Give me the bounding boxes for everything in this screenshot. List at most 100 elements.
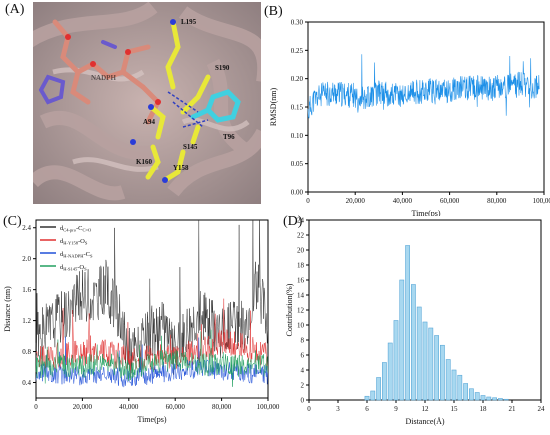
legend-entry: dH-S145-OS bbox=[60, 264, 87, 272]
histogram-bar bbox=[428, 327, 434, 401]
y-tick-label: 0.00 bbox=[291, 189, 304, 197]
plot-frame bbox=[307, 21, 545, 193]
histogram-bar bbox=[364, 395, 370, 401]
histogram-bar bbox=[387, 342, 393, 401]
cofactor-label: NADPH bbox=[91, 74, 116, 82]
y-tick-label: 8 bbox=[301, 337, 305, 345]
x-tick-label: 21 bbox=[509, 405, 517, 413]
x-tick-label: 6 bbox=[365, 405, 369, 413]
histogram-bar bbox=[370, 390, 376, 401]
y-tick-label: 18 bbox=[297, 262, 305, 270]
y-tick-label: 20 bbox=[297, 247, 305, 255]
legend-entry: dC4-pro-CC=O bbox=[60, 225, 92, 233]
x-tick-label: 0 bbox=[307, 405, 311, 413]
histogram-bar bbox=[405, 245, 410, 401]
y-tick-label: 0.20 bbox=[291, 75, 304, 83]
plot-frame bbox=[35, 219, 269, 399]
residue-label: A94 bbox=[143, 118, 156, 126]
y-tick-label: 16 bbox=[297, 277, 305, 285]
residue-label: K160 bbox=[136, 158, 152, 166]
residue-label: S145 bbox=[183, 143, 198, 151]
y-tick-label: 14 bbox=[297, 292, 305, 300]
histogram-bar bbox=[422, 321, 428, 401]
y-tick-label: 24 bbox=[297, 217, 305, 225]
y-axis-label: Contribution(%) bbox=[285, 283, 294, 336]
panel-label-d: (D) bbox=[283, 214, 303, 229]
y-tick-label: 6 bbox=[301, 352, 305, 360]
x-tick-label: 20,000 bbox=[73, 403, 93, 411]
y-tick-label: 0.30 bbox=[291, 19, 304, 27]
x-axis-label: Distance(Å) bbox=[405, 417, 444, 426]
x-tick-label: 60,000 bbox=[166, 403, 186, 411]
distance-chart: 0 20,000 40,000 60,000 80,000 100,000 0.4 0.8 1.… bbox=[3, 219, 280, 424]
x-tick-label: 60,000 bbox=[440, 197, 460, 205]
y-tick-label: 0.10 bbox=[291, 132, 304, 140]
y-tick-label: 0.4 bbox=[22, 379, 31, 387]
histogram-bar bbox=[445, 359, 451, 401]
residue-label: L195 bbox=[181, 18, 197, 26]
x-tick-label: 40,000 bbox=[393, 197, 413, 205]
histogram-bar bbox=[382, 362, 387, 401]
histogram-bar bbox=[376, 377, 381, 401]
histogram-bar bbox=[440, 344, 445, 401]
y-tick-label: 1.6 bbox=[22, 286, 31, 294]
y-tick-label: 0.05 bbox=[291, 160, 304, 168]
rmsd-chart: 0 20,000 40,000 60,000 80,000 100,000 0.00 0.05… bbox=[269, 19, 550, 217]
contribution-histogram: 0 3 6 9 12 15 18 21 24024681012141618202224Dista… bbox=[285, 217, 546, 427]
histogram-bar bbox=[486, 396, 492, 401]
distance-series-line bbox=[35, 329, 268, 387]
y-tick-label: 0.15 bbox=[291, 104, 304, 112]
histogram-bar bbox=[480, 395, 486, 401]
histogram-bar bbox=[457, 374, 463, 401]
histogram-bar bbox=[416, 306, 422, 401]
legend: dC4-pro-CC=O dH-Y158-OS dH-NADPH-CS dH-S145… bbox=[40, 225, 93, 272]
y-tick-label: 4 bbox=[301, 367, 305, 375]
y-tick-label: 2.0 bbox=[22, 255, 31, 263]
histogram-bar bbox=[411, 284, 416, 401]
panel-label-c: (C) bbox=[3, 214, 22, 229]
y-axis-label: Distance (nm) bbox=[3, 286, 12, 332]
x-tick-label: 3 bbox=[336, 405, 340, 413]
histogram-bar bbox=[498, 398, 503, 401]
panel-label-a: (A) bbox=[5, 2, 25, 17]
y-tick-label: 22 bbox=[297, 232, 305, 240]
x-tick-label: 9 bbox=[394, 405, 398, 413]
residue-label: T96 bbox=[223, 133, 235, 141]
y-tick-label: 2 bbox=[301, 382, 305, 390]
x-tick-label: 18 bbox=[480, 405, 488, 413]
x-tick-label: 100,000 bbox=[257, 403, 280, 411]
histogram-bar bbox=[393, 320, 399, 401]
x-tick-label: 80,000 bbox=[212, 403, 232, 411]
residue-label: Y158 bbox=[173, 164, 189, 172]
y-tick-label: 0.8 bbox=[22, 348, 31, 356]
y-tick-label: 12 bbox=[297, 307, 305, 315]
histogram-bar bbox=[503, 398, 509, 401]
distance-series-line bbox=[35, 219, 268, 378]
x-axis-label: Time(ps) bbox=[411, 209, 440, 216]
x-tick-label: 20,000 bbox=[346, 197, 366, 205]
histogram-bar bbox=[399, 279, 405, 401]
histogram-bar bbox=[451, 369, 457, 401]
rmsd-series-line bbox=[307, 54, 540, 119]
y-tick-label: 0.25 bbox=[291, 47, 304, 55]
x-axis-label: Time(ps) bbox=[137, 415, 166, 424]
residue-label: S190 bbox=[215, 64, 230, 72]
x-tick-label: 24 bbox=[538, 405, 546, 413]
x-tick-label: 100,000 bbox=[533, 197, 550, 205]
y-tick-label: 1.2 bbox=[22, 317, 31, 325]
x-tick-label: 0 bbox=[34, 403, 38, 411]
x-tick-label: 40,000 bbox=[119, 403, 139, 411]
y-tick-label: 10 bbox=[297, 322, 305, 330]
legend-entry: dH-Y158-OS bbox=[60, 238, 88, 246]
x-tick-label: 80,000 bbox=[487, 197, 507, 205]
x-tick-label: 15 bbox=[451, 405, 459, 413]
y-tick-label: 0 bbox=[301, 397, 305, 405]
histogram-bar bbox=[434, 335, 439, 401]
histogram-bar bbox=[463, 383, 468, 401]
panel-label-b: (B) bbox=[264, 4, 283, 19]
histogram-bar bbox=[492, 397, 497, 401]
histogram-bar bbox=[474, 392, 480, 401]
distance-series-line bbox=[35, 298, 268, 372]
x-tick-label: 12 bbox=[422, 405, 430, 413]
